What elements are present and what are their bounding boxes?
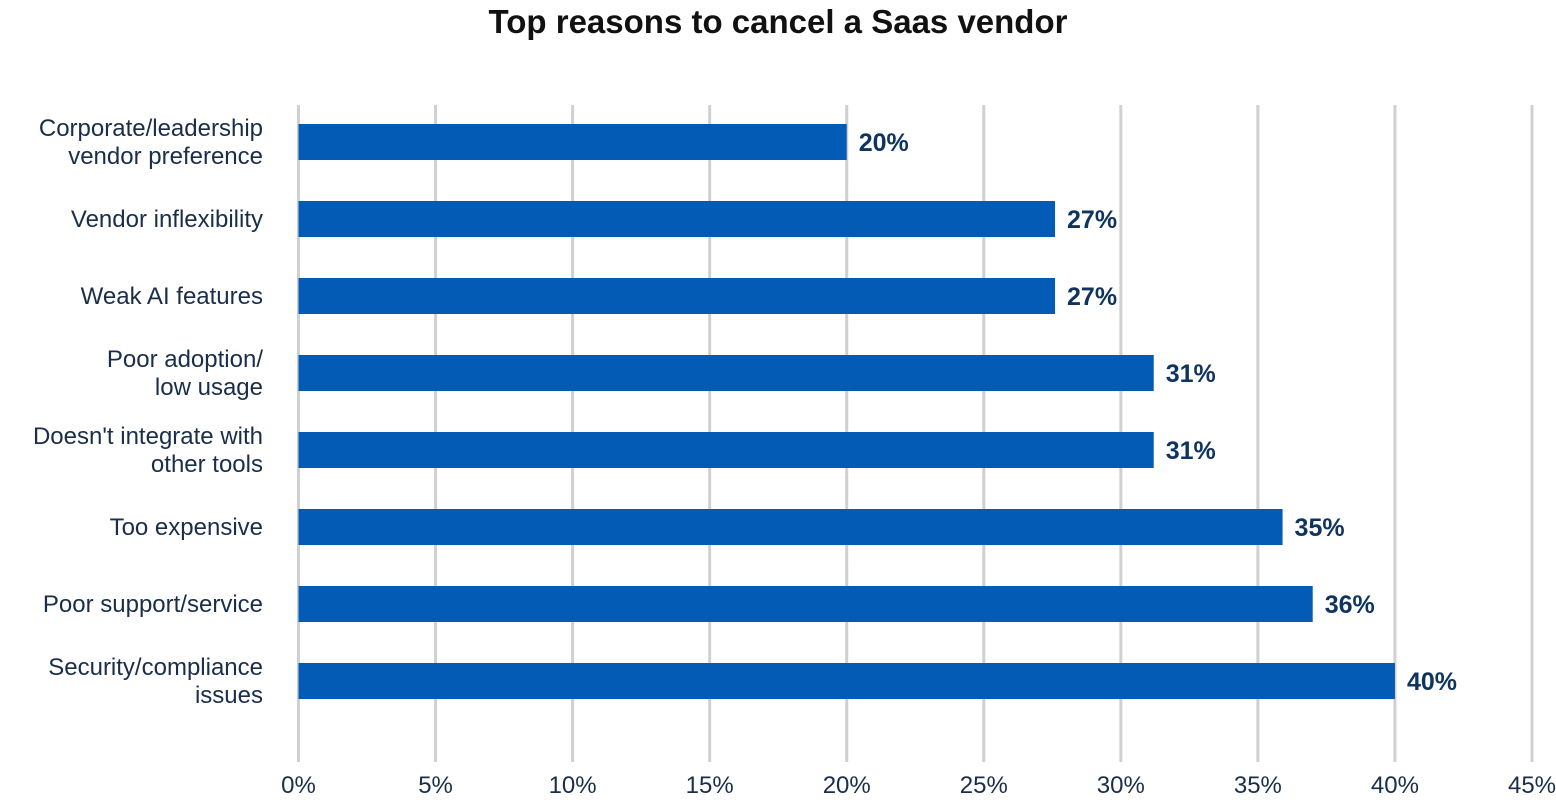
x-tick-label: 45% xyxy=(1508,772,1556,799)
x-tick-label: 40% xyxy=(1371,772,1419,799)
data-label: 35% xyxy=(1295,514,1345,542)
x-tick-label: 0% xyxy=(281,772,316,799)
x-tick-label: 25% xyxy=(960,772,1008,799)
category-label-line: Too expensive xyxy=(110,514,263,541)
category-labels: Corporate/leadership vendor preference Ven… xyxy=(33,115,263,709)
category-label-line: Poor support/service xyxy=(43,591,263,618)
bar xyxy=(298,355,1154,391)
bar xyxy=(298,124,847,160)
bar xyxy=(298,278,1056,314)
x-tick-label: 30% xyxy=(1097,772,1145,799)
category-label-line: vendor preference xyxy=(68,143,263,170)
bar xyxy=(298,432,1154,468)
x-tick-label: 5% xyxy=(418,772,453,799)
category-label-line: Vendor inflexibility xyxy=(71,206,263,233)
data-label: 36% xyxy=(1325,591,1375,619)
x-axis-tick-labels: 0% 5% 10% 15% 20% 25% 30% 35% 40% 45% xyxy=(281,772,1556,799)
data-label: 31% xyxy=(1166,360,1216,388)
category-label-line: issues xyxy=(195,682,263,709)
category-label: Poor support/service xyxy=(43,591,263,618)
category-label-line: low usage xyxy=(155,374,263,401)
category-label: Doesn't integrate with other tools xyxy=(33,423,263,478)
category-label: Too expensive xyxy=(110,514,263,541)
category-label: Vendor inflexibility xyxy=(71,206,263,233)
category-label-line: Corporate/leadership xyxy=(39,115,263,142)
data-label: 27% xyxy=(1067,283,1117,311)
category-label-line: Poor adoption/ xyxy=(107,346,263,373)
category-label-line: Doesn't integrate with xyxy=(33,423,263,450)
data-label: 27% xyxy=(1067,206,1117,234)
bar xyxy=(298,586,1313,622)
x-tick-label: 10% xyxy=(549,772,597,799)
data-label: 40% xyxy=(1407,668,1457,696)
x-tick-label: 20% xyxy=(823,772,871,799)
data-labels: 20% 27% 27% 31% 31% 35% 36% 40% xyxy=(859,129,1457,696)
category-label-line: Security/compliance xyxy=(48,654,263,681)
category-label: Weak AI features xyxy=(81,283,263,310)
bar xyxy=(298,663,1395,699)
category-label: Security/compliance issues xyxy=(48,654,263,709)
bar xyxy=(298,509,1283,545)
data-label: 20% xyxy=(859,129,909,157)
category-label: Corporate/leadership vendor preference xyxy=(39,115,263,170)
chart-title: Top reasons to cancel a Saas vendor xyxy=(489,3,1068,40)
x-tick-label: 35% xyxy=(1234,772,1282,799)
bars xyxy=(298,124,1395,699)
category-label-line: other tools xyxy=(151,451,263,478)
bar xyxy=(298,201,1056,237)
category-label: Poor adoption/low usage xyxy=(107,346,263,401)
x-tick-label: 15% xyxy=(686,772,734,799)
data-label: 31% xyxy=(1166,437,1216,465)
category-label-line: Weak AI features xyxy=(81,283,263,310)
